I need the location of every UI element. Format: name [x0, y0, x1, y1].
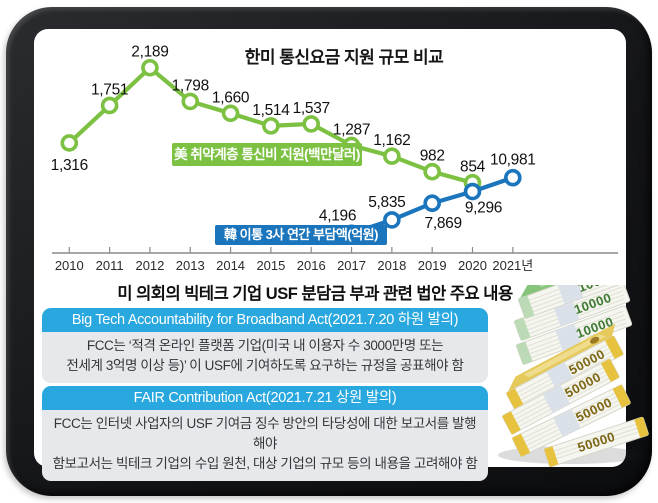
data-point-value-label: 854 — [460, 159, 486, 176]
data-point-marker — [181, 92, 200, 111]
data-point-value-label: 1,316 — [51, 157, 88, 174]
data-point-marker — [463, 182, 482, 201]
won-10000-bundle-top: 10000 — [518, 285, 635, 319]
chart-title: 한미 통신요금 지원 규모 비교 — [244, 48, 444, 67]
data-point-marker — [100, 96, 119, 115]
data-point-value-label: 4,196 — [319, 207, 356, 224]
data-point-value-label: 1,537 — [293, 100, 330, 117]
data-point-value-label: 1,751 — [91, 81, 128, 98]
data-point-value-label: 1,798 — [172, 77, 209, 94]
data-point-value-label: 1,514 — [252, 102, 290, 119]
bill-portrait — [589, 336, 600, 344]
won-50000-bundle: 50000 — [502, 358, 620, 435]
data-point-value-label: 982 — [420, 148, 445, 165]
data-point-value-label: 1,660 — [212, 89, 250, 106]
section-title: 미 의회의 빅테크 기업 USF 분담금 부과 관련 법안 주요 내용 — [117, 285, 513, 303]
data-point-marker — [383, 147, 401, 166]
won-50000-bundle: 50000 — [512, 384, 631, 457]
won-50000-bundle: 50000 — [544, 416, 649, 467]
data-point-marker — [141, 58, 159, 77]
data-point-marker — [262, 117, 280, 135]
x-axis-label: 2016 — [297, 258, 326, 273]
law-card-body-line: 함보고서는 빅테크 기업의 수입 원천, 대상 기업의 규모 등의 내용을 고려… — [52, 455, 478, 471]
x-axis-label: 2010 — [55, 258, 84, 273]
x-axis-label: 2011 — [96, 258, 124, 273]
x-axis-label: 2013 — [176, 258, 205, 273]
x-axis-label: 2019 — [418, 258, 447, 273]
law-card-body-line: 전세계 3억명 이상 등)’ 이 USF에 기여하도록 요구하는 규정을 공표해… — [66, 357, 464, 373]
data-point-value-label: 9,296 — [465, 200, 502, 217]
won-50000-bundle-stack: 50000 50000 50000 — [502, 323, 649, 467]
law-card-body-line: FCC는 ‘적격 온라인 플랫폼 기업(미국 내 이용자 수 3000만명 또는 — [86, 338, 444, 353]
law-card-big-tech-accountability: Big Tech Accountability for Broadband Ac… — [42, 308, 488, 383]
data-point-value-label: 2,189 — [131, 44, 168, 61]
won-10000-bill-face — [519, 285, 634, 299]
data-point-value-label: 10,981 — [490, 152, 536, 169]
x-axis-label: 2014 — [216, 258, 245, 273]
data-point-marker — [423, 194, 441, 213]
data-point-value-label: 7,869 — [425, 215, 462, 232]
x-axis-label: 2012 — [135, 258, 164, 273]
data-point-value-label: 1,287 — [333, 121, 370, 138]
tablet-frame: 한미 통신요금 지원 규모 비교 2010 2011 2012 2013 2014 201… — [6, 7, 652, 496]
x-axis-label: 2021년 — [492, 258, 533, 273]
law-card-body-line: FCC는 인터넷 사업자의 USF 기여금 징수 방안의 타당성에 대한 보고서… — [53, 416, 477, 451]
x-axis-label: 2017 — [337, 258, 366, 273]
data-point-value-label: 5,835 — [368, 194, 405, 211]
data-point-marker — [423, 162, 441, 181]
series-label-kr-burden: 韓 이통 3사 연간 부담액(억원) — [215, 225, 387, 245]
law-card-fair-contribution: FAIR Contribution Act(2021.7.21 상원 발의) F… — [42, 386, 488, 481]
data-point-value-label: 1,162 — [373, 132, 410, 149]
tablet-screen: 한미 통신요금 지원 규모 비교 2010 2011 2012 2013 2014 201… — [34, 29, 649, 481]
won-banknote-stacks-illustration: 10000 10000 10000 — [498, 285, 649, 467]
x-axis-label: 2015 — [256, 258, 285, 273]
telecom-support-line-chart: 2010 2011 2012 2013 2014 2015 2016 2017 2018 2019… — [51, 44, 618, 273]
data-point-marker — [60, 134, 79, 152]
data-point-marker — [221, 104, 240, 123]
law-card-header: Big Tech Accountability for Broadband Ac… — [42, 308, 488, 332]
x-axis-label: 2020 — [458, 258, 487, 273]
data-point-marker — [383, 211, 401, 229]
series-label-us-support: 美 취약계층 통신비 지원(백만달러) — [172, 143, 362, 166]
law-card-body: FCC는 ‘적격 온라인 플랫폼 기업(미국 내 이용자 수 3000만명 또는… — [42, 332, 488, 383]
data-point-marker — [504, 168, 522, 187]
data-point-marker — [302, 115, 321, 133]
x-axis-label: 2018 — [377, 258, 406, 273]
law-card-header: FAIR Contribution Act(2021.7.21 상원 발의) — [42, 386, 488, 410]
law-card-body: FCC는 인터넷 사업자의 USF 기여금 징수 방안의 타당성에 대한 보고서… — [42, 410, 488, 481]
